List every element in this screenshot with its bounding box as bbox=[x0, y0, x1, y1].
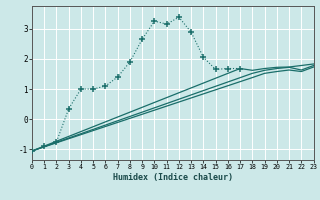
X-axis label: Humidex (Indice chaleur): Humidex (Indice chaleur) bbox=[113, 173, 233, 182]
